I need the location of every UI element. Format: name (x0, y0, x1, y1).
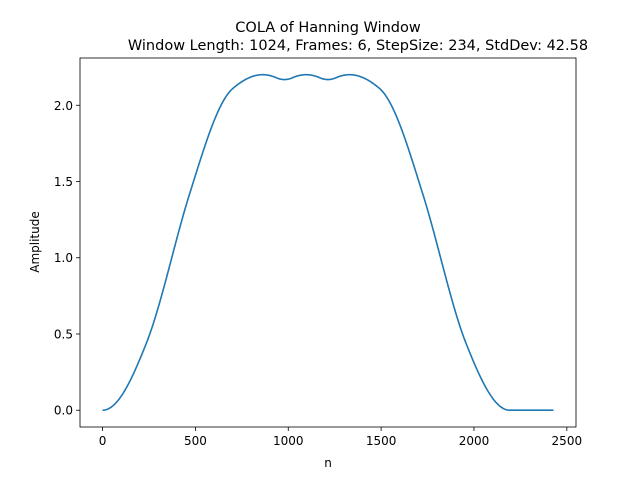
x-tick-label: 2500 (552, 434, 583, 448)
x-tick-label: 0 (99, 434, 107, 448)
axes-frame (79, 57, 577, 428)
x-tick-label: 1500 (366, 434, 397, 448)
y-tick-label: 0.0 (54, 404, 73, 418)
chart-title: COLA of Hanning Window (235, 20, 421, 36)
y-tick-label: 2.0 (54, 99, 73, 113)
x-axis-label: n (324, 456, 332, 470)
y-tick-label: 1.0 (54, 251, 73, 265)
x-tick-label: 500 (184, 434, 207, 448)
chart-subtitle: Window Length: 1024, Frames: 6, StepSize… (128, 38, 588, 54)
series-line (102, 73, 554, 412)
y-axis-label: Amplitude (28, 211, 42, 273)
y-tick-label: 0.5 (54, 327, 73, 341)
x-tick-label: 1000 (273, 434, 304, 448)
y-tick-label: 1.5 (54, 175, 73, 189)
x-tick-label: 2000 (459, 434, 490, 448)
plot-area: 0 500 1000 1500 2000 2500 0.0 0.5 1.0 1.5 2.0 (54, 57, 583, 448)
